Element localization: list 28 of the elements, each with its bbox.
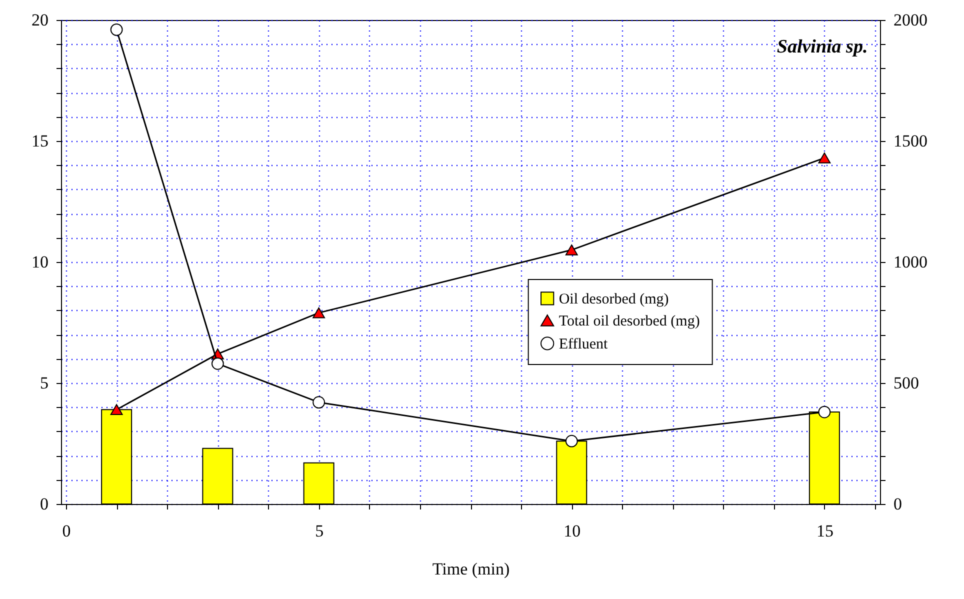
legend-label: Oil desorbed (mg) — [558, 291, 669, 308]
point — [110, 23, 123, 36]
point — [110, 404, 123, 416]
y2-tick-label: 500 — [894, 374, 919, 392]
legend-label: Total oil desorbed (mg) — [558, 313, 700, 330]
point — [312, 307, 326, 318]
point — [818, 152, 831, 164]
legend-label: Effluent — [558, 336, 609, 352]
y2-tick-label: 1000 — [894, 252, 928, 272]
x-axis-title: Time (min) — [432, 560, 510, 578]
point — [818, 406, 831, 418]
point — [565, 434, 578, 448]
x-tick-label: 5 — [315, 522, 324, 540]
y-tick-label: 0 — [40, 494, 48, 514]
y-tick-label: 10 — [32, 252, 48, 272]
x-tick-label: 10 — [564, 522, 581, 540]
point — [565, 244, 578, 256]
annotation: Salvinia sp. — [776, 36, 868, 58]
y-tick-label: 15 — [32, 132, 48, 150]
x-tick-label: 0 — [62, 522, 71, 540]
y2-tick-label: 2000 — [894, 10, 928, 30]
x-tick-label: 15 — [816, 522, 834, 540]
y2-tick-label: 1500 — [894, 132, 928, 150]
point — [211, 357, 224, 370]
y-tick-label: 5 — [40, 374, 48, 392]
y2-tick-label: 0 — [894, 494, 902, 514]
y-tick-label: 20 — [32, 10, 48, 30]
point — [312, 396, 326, 409]
